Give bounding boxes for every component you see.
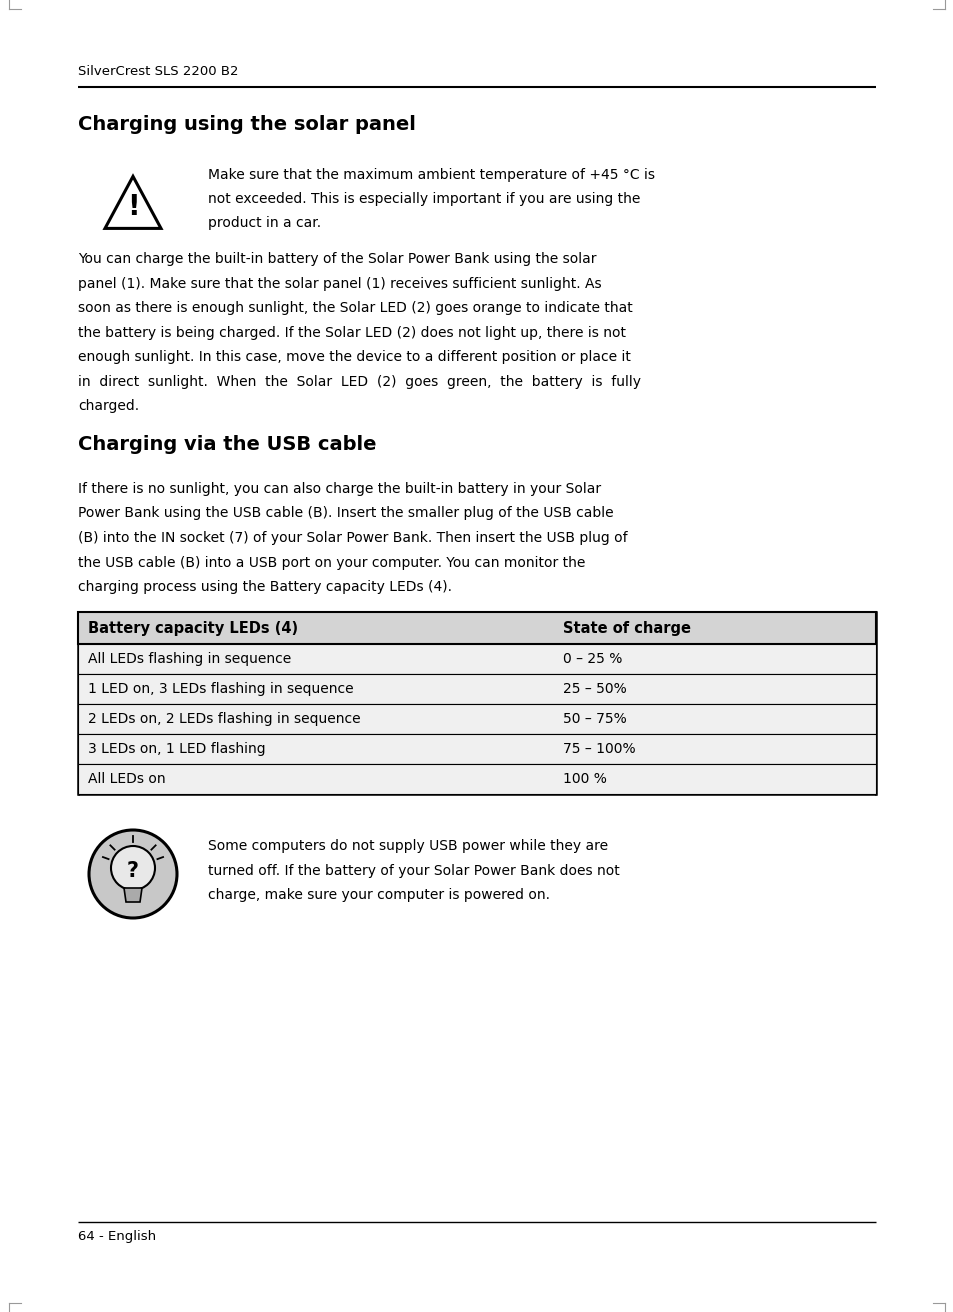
Text: in  direct  sunlight.  When  the  Solar  LED  (2)  goes  green,  the  battery  i: in direct sunlight. When the Solar LED (… [78,374,640,388]
Circle shape [89,830,177,918]
FancyBboxPatch shape [78,611,875,644]
Text: All LEDs on: All LEDs on [88,771,166,786]
FancyBboxPatch shape [78,733,875,764]
Text: If there is no sunlight, you can also charge the built-in battery in your Solar: If there is no sunlight, you can also ch… [78,482,600,496]
Text: Charging via the USB cable: Charging via the USB cable [78,436,376,454]
Polygon shape [124,888,142,903]
Text: Battery capacity LEDs (4): Battery capacity LEDs (4) [88,621,297,635]
Text: Make sure that the maximum ambient temperature of +45 °C is: Make sure that the maximum ambient tempe… [208,168,655,182]
Text: soon as there is enough sunlight, the Solar LED (2) goes orange to indicate that: soon as there is enough sunlight, the So… [78,300,632,315]
Text: 25 – 50%: 25 – 50% [562,682,626,695]
Text: State of charge: State of charge [562,621,690,635]
Text: !: ! [127,193,139,220]
Text: charge, make sure your computer is powered on.: charge, make sure your computer is power… [208,888,550,903]
FancyBboxPatch shape [78,764,875,794]
Text: charging process using the Battery capacity LEDs (4).: charging process using the Battery capac… [78,580,452,594]
FancyBboxPatch shape [78,674,875,705]
Text: 3 LEDs on, 1 LED flashing: 3 LEDs on, 1 LED flashing [88,743,265,756]
Text: SilverCrest SLS 2200 B2: SilverCrest SLS 2200 B2 [78,66,238,77]
Text: product in a car.: product in a car. [208,216,321,230]
Text: 75 – 100%: 75 – 100% [562,743,635,756]
FancyBboxPatch shape [78,705,875,733]
Text: the battery is being charged. If the Solar LED (2) does not light up, there is n: the battery is being charged. If the Sol… [78,325,625,340]
Text: Power Bank using the USB cable (B). Insert the smaller plug of the USB cable: Power Bank using the USB cable (B). Inse… [78,506,613,521]
Text: the USB cable (B) into a USB port on your computer. You can monitor the: the USB cable (B) into a USB port on you… [78,555,585,569]
Text: All LEDs flashing in sequence: All LEDs flashing in sequence [88,652,291,666]
Text: 100 %: 100 % [562,771,606,786]
Text: 2 LEDs on, 2 LEDs flashing in sequence: 2 LEDs on, 2 LEDs flashing in sequence [88,712,360,726]
Text: Charging using the solar panel: Charging using the solar panel [78,115,416,134]
Text: 1 LED on, 3 LEDs flashing in sequence: 1 LED on, 3 LEDs flashing in sequence [88,682,354,695]
Text: (B) into the IN socket (7) of your Solar Power Bank. Then insert the USB plug of: (B) into the IN socket (7) of your Solar… [78,531,627,544]
FancyBboxPatch shape [78,644,875,674]
Text: ?: ? [127,861,139,880]
Text: 50 – 75%: 50 – 75% [562,712,626,726]
Text: panel (1). Make sure that the solar panel (1) receives sufficient sunlight. As: panel (1). Make sure that the solar pane… [78,277,601,290]
Text: 64 - English: 64 - English [78,1231,156,1242]
Text: 0 – 25 %: 0 – 25 % [562,652,621,666]
Text: Some computers do not supply USB power while they are: Some computers do not supply USB power w… [208,838,607,853]
Text: enough sunlight. In this case, move the device to a different position or place : enough sunlight. In this case, move the … [78,350,630,363]
Text: You can charge the built-in battery of the Solar Power Bank using the solar: You can charge the built-in battery of t… [78,252,596,266]
Circle shape [111,846,154,890]
Text: charged.: charged. [78,399,139,413]
Text: not exceeded. This is especially important if you are using the: not exceeded. This is especially importa… [208,192,639,206]
Text: turned off. If the battery of your Solar Power Bank does not: turned off. If the battery of your Solar… [208,863,619,878]
